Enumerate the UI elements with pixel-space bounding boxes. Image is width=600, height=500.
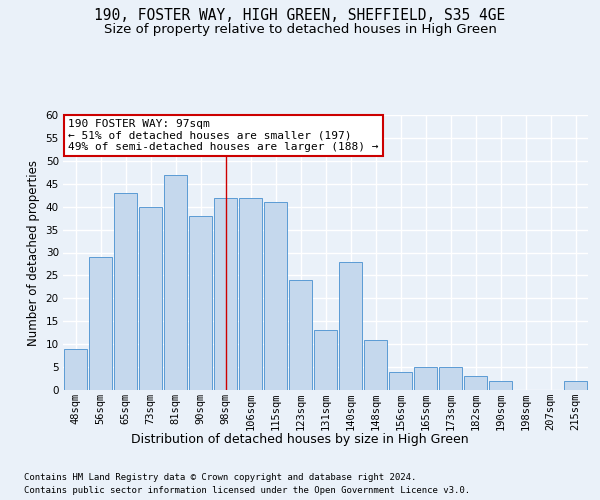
Bar: [139, 206, 162, 390]
Text: Contains HM Land Registry data © Crown copyright and database right 2024.: Contains HM Land Registry data © Crown c…: [24, 472, 416, 482]
Bar: [564, 381, 587, 390]
Text: Size of property relative to detached houses in High Green: Size of property relative to detached ho…: [104, 22, 496, 36]
Bar: [289, 280, 312, 390]
Bar: [414, 367, 437, 390]
Bar: [264, 202, 287, 390]
Text: Contains public sector information licensed under the Open Government Licence v3: Contains public sector information licen…: [24, 486, 470, 495]
Bar: [489, 381, 512, 390]
Bar: [214, 198, 237, 390]
Bar: [164, 174, 187, 390]
Bar: [314, 330, 337, 390]
Bar: [64, 349, 87, 390]
Bar: [389, 372, 412, 390]
Bar: [464, 376, 487, 390]
Text: 190 FOSTER WAY: 97sqm
← 51% of detached houses are smaller (197)
49% of semi-det: 190 FOSTER WAY: 97sqm ← 51% of detached …: [68, 119, 379, 152]
Bar: [114, 193, 137, 390]
Bar: [364, 340, 387, 390]
Text: 190, FOSTER WAY, HIGH GREEN, SHEFFIELD, S35 4GE: 190, FOSTER WAY, HIGH GREEN, SHEFFIELD, …: [94, 8, 506, 22]
Y-axis label: Number of detached properties: Number of detached properties: [27, 160, 40, 346]
Bar: [439, 367, 462, 390]
Text: Distribution of detached houses by size in High Green: Distribution of detached houses by size …: [131, 432, 469, 446]
Bar: [189, 216, 212, 390]
Bar: [89, 257, 112, 390]
Bar: [339, 262, 362, 390]
Bar: [239, 198, 262, 390]
